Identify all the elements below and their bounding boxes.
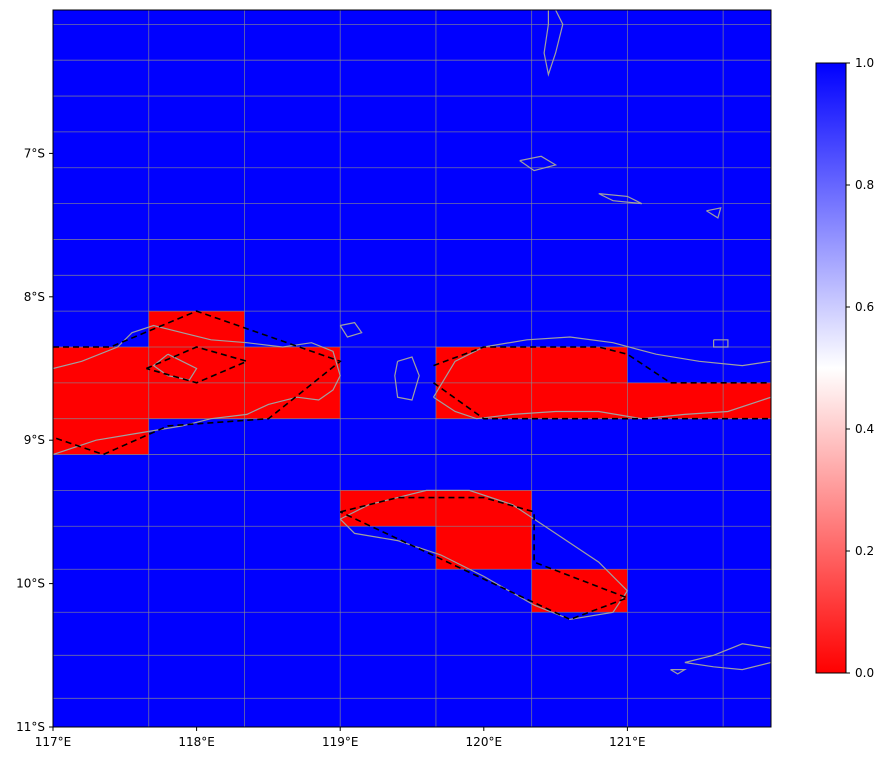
region-outline [433,346,771,384]
y-axis-ticks: 7°S 8°S 9°S 10°S 11°S [16,146,53,734]
colorbar-ticks: 0.0 0.2 0.4 0.6 0.8 1.0 [846,56,874,680]
data-cell [435,346,532,383]
data-cell [435,526,532,570]
y-tick-label: 9°S [24,433,45,447]
y-tick-label: 11°S [16,720,45,734]
coastline [684,643,771,671]
colorbar-tick-label: 0.4 [855,422,874,436]
x-tick-label: 118°E [178,735,215,749]
region-outline [433,382,771,420]
data-cell [723,382,771,419]
data-cell [340,490,436,527]
colorbar-tick-label: 0.6 [855,300,874,314]
coastline [706,207,722,219]
colorbar-tick-label: 0.8 [855,178,874,192]
colorbar-tick-label: 0.0 [855,666,874,680]
x-tick-label: 117°E [35,735,72,749]
region-outline [339,496,630,621]
data-cell [531,569,628,613]
coastline [598,193,643,205]
data-cell [435,490,532,527]
coastline [339,489,629,621]
y-tick-label: 10°S [16,577,45,591]
data-cell [435,382,532,419]
data-cell [244,346,341,383]
data-cell [244,382,341,419]
coastline [519,155,558,172]
coastline [712,339,729,348]
coastline [53,324,341,456]
region-outline [53,310,342,456]
data-cell [148,346,245,383]
x-tick-label: 120°E [466,735,503,749]
y-tick-label: 7°S [24,146,45,160]
y-tick-label: 8°S [24,290,45,304]
coastline-layer [53,10,771,675]
map-area [52,9,772,728]
data-cell [53,418,149,455]
colorbar-tick-label: 0.2 [855,544,874,558]
data-cell [531,346,628,383]
coastline [394,356,420,401]
map-frame [52,9,772,728]
colorbar-gradient [815,62,847,674]
x-tick-label: 121°E [609,735,646,749]
coastline [543,10,564,77]
coastline [432,336,771,420]
x-tick-label: 119°E [322,735,359,749]
coastline [670,668,687,675]
data-cell [53,382,149,419]
colorbar-tick-label: 1.0 [855,56,874,70]
dashed-outline-layer [53,310,771,621]
coastline [339,321,363,338]
colorbar: 0.0 0.2 0.4 0.6 0.8 1.0 [815,56,874,680]
coastline [152,353,198,381]
x-axis-ticks: 117°E 118°E 119°E 120°E 121°E [35,727,646,749]
gridlines-layer [53,10,771,727]
data-cell [148,382,245,419]
data-cell [531,382,628,419]
